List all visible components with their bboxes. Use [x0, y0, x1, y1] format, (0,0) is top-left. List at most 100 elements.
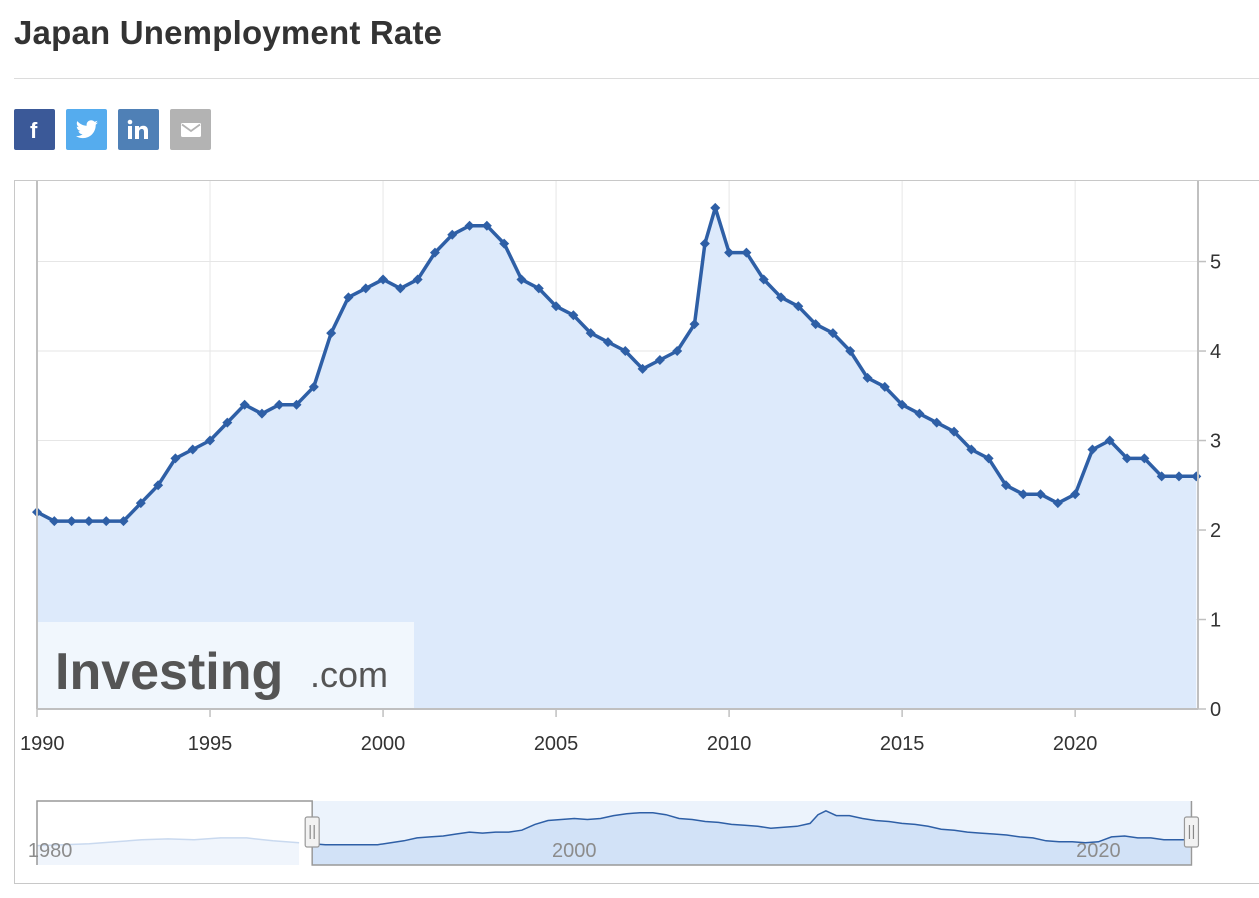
data-point — [983, 453, 994, 464]
navigator-line — [312, 809, 1191, 846]
navigator-area — [312, 810, 1191, 865]
data-point — [66, 516, 77, 527]
data-point — [308, 381, 319, 392]
series-markers — [32, 202, 1202, 527]
data-point — [447, 229, 458, 240]
data-point — [689, 319, 700, 330]
data-point — [914, 408, 925, 419]
unemployment-chart: Investing .com 0 1 2 3 4 5 1990 1995 2000 2005 2010 2… — [20, 181, 1221, 866]
data-point — [741, 247, 752, 258]
data-point — [101, 516, 112, 527]
data-point — [343, 292, 354, 303]
watermark-suffix: .com — [310, 654, 388, 695]
data-point — [1052, 498, 1063, 509]
data-point — [672, 346, 683, 357]
facebook-icon: f — [25, 118, 45, 142]
facebook-share-button[interactable]: f — [14, 109, 55, 150]
data-point — [274, 399, 285, 410]
handle-grip — [1183, 816, 1200, 848]
navigator-right-handle[interactable] — [1183, 816, 1200, 848]
data-point — [326, 328, 337, 339]
y-tick-label: 3 — [1210, 431, 1221, 453]
data-point — [481, 220, 492, 231]
data-point — [499, 238, 510, 249]
page-title: Japan Unemployment Rate — [14, 14, 443, 51]
x-tick-label: 1990 — [20, 733, 65, 755]
data-point — [429, 247, 440, 258]
data-point — [256, 408, 267, 419]
x-tick-label: 2000 — [361, 733, 406, 755]
navigator-tick-label: 2000 — [552, 840, 597, 862]
linkedin-share-button[interactable] — [118, 109, 159, 150]
navigator-left-handle[interactable] — [304, 816, 320, 848]
data-point — [118, 516, 129, 527]
data-point — [1000, 480, 1011, 491]
watermark-backdrop — [38, 622, 414, 708]
data-point — [637, 363, 648, 374]
x-tick-label: 2020 — [1053, 733, 1098, 755]
data-point — [879, 381, 890, 392]
data-point — [966, 444, 977, 455]
linkedin-icon — [126, 119, 152, 141]
email-share-button[interactable] — [170, 109, 211, 150]
data-point — [395, 283, 406, 294]
title-divider — [14, 78, 1259, 79]
navigator-pre-area — [37, 837, 300, 865]
data-point — [620, 346, 631, 357]
data-point — [412, 274, 423, 285]
x-tick-label: 2010 — [707, 733, 752, 755]
data-point — [758, 274, 769, 285]
x-tick-label: 1995 — [188, 733, 233, 755]
range-navigator[interactable]: 1980 2000 2020 — [28, 800, 1200, 866]
data-point — [378, 274, 389, 285]
data-point — [551, 301, 562, 312]
series-area — [37, 207, 1197, 710]
data-point — [699, 238, 710, 249]
data-point — [83, 516, 94, 527]
handle-grip — [304, 816, 320, 848]
data-point — [724, 247, 735, 258]
data-point — [1087, 444, 1098, 455]
x-tick-label: 2005 — [534, 733, 579, 755]
data-point — [135, 498, 146, 509]
svg-text:f: f — [30, 118, 38, 142]
data-point — [602, 337, 613, 348]
data-point — [1139, 453, 1150, 464]
data-point — [654, 354, 665, 365]
data-point — [862, 372, 873, 383]
data-point — [1122, 453, 1133, 464]
data-point — [1035, 489, 1046, 500]
data-point — [931, 417, 942, 428]
y-tick-label: 1 — [1210, 610, 1221, 632]
navigator-pre-line — [36, 837, 300, 847]
twitter-share-button[interactable] — [66, 109, 107, 150]
data-point — [170, 453, 181, 464]
data-point — [516, 274, 527, 285]
data-point — [360, 283, 371, 294]
data-point — [710, 202, 721, 213]
data-point — [222, 417, 233, 428]
y-tick-label: 2 — [1210, 520, 1221, 542]
data-point — [239, 399, 250, 410]
data-point — [49, 516, 60, 527]
data-point — [1070, 489, 1081, 500]
data-point — [793, 301, 804, 312]
watermark-brand: Investing — [55, 643, 283, 701]
data-point — [827, 328, 838, 339]
x-tick-label: 2015 — [880, 733, 925, 755]
navigator-tick-label: 2020 — [1076, 840, 1121, 862]
y-tick-label: 0 — [1210, 699, 1221, 721]
chart-container: Investing .com 0 1 2 3 4 5 1990 1995 2000 2005 2010 2… — [14, 180, 1259, 884]
data-point — [949, 426, 960, 437]
data-point — [1173, 471, 1184, 482]
investing-watermark: Investing .com — [38, 622, 414, 708]
twitter-icon — [75, 119, 99, 140]
y-tick-label: 4 — [1210, 341, 1221, 363]
y-tick-label: 5 — [1210, 252, 1221, 274]
data-point — [585, 328, 596, 339]
data-point — [1104, 435, 1115, 446]
data-point — [464, 220, 475, 231]
data-point — [845, 346, 856, 357]
email-icon — [180, 122, 202, 138]
data-point — [1156, 471, 1167, 482]
